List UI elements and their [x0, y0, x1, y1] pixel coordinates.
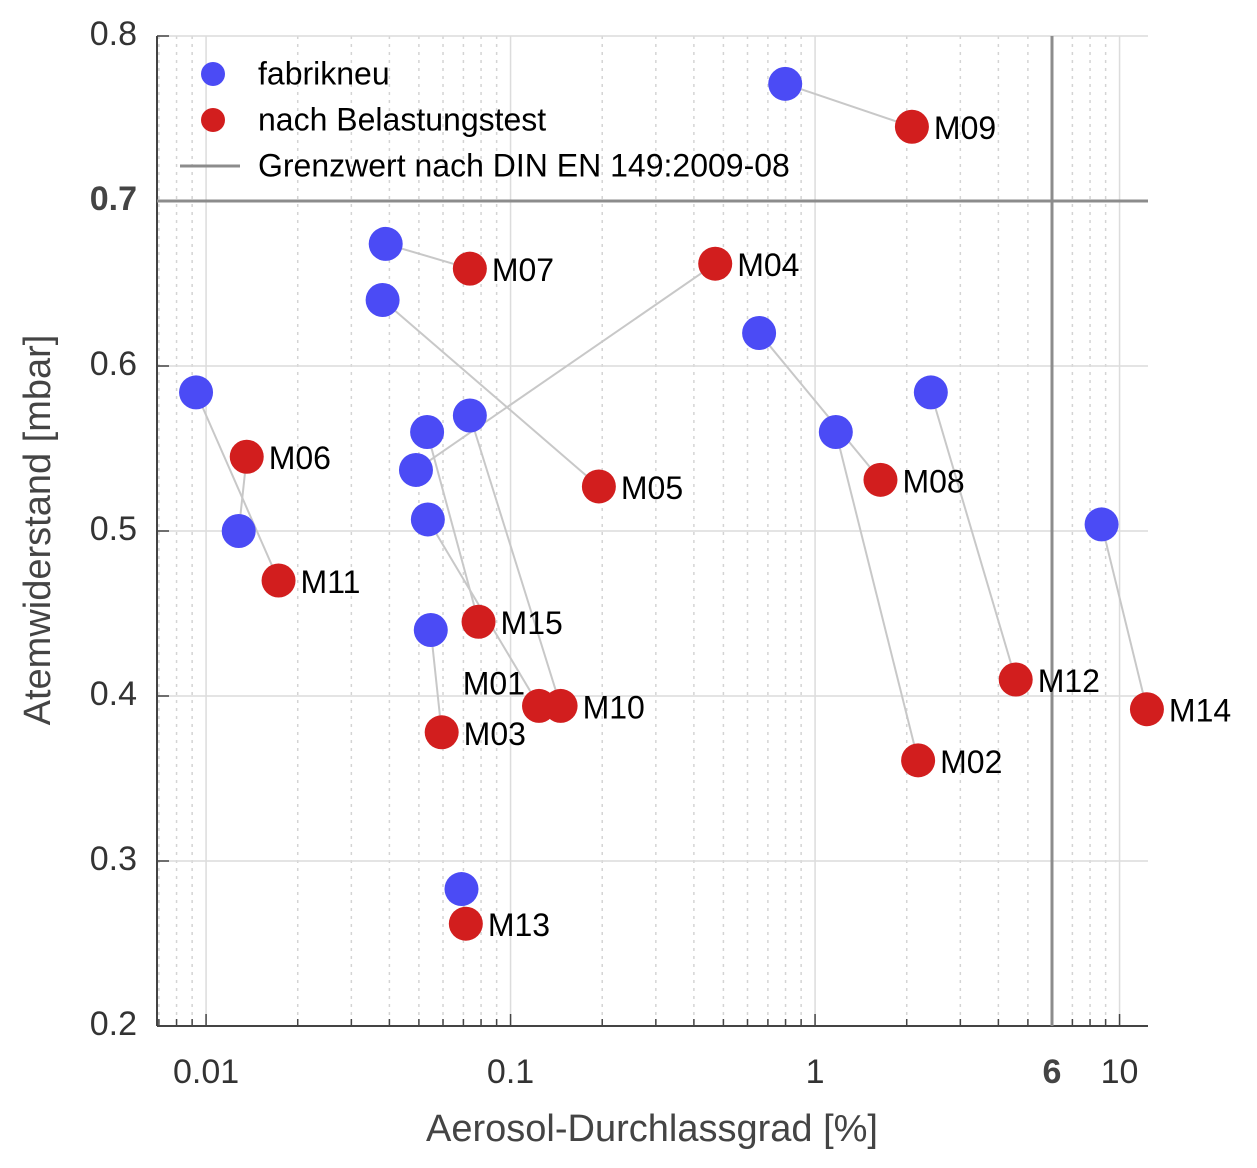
- point: [179, 375, 214, 410]
- point-label: M06: [269, 440, 331, 476]
- point: [742, 316, 777, 350]
- connector: [834, 431, 920, 761]
- connector: [468, 415, 562, 707]
- point: [398, 452, 433, 487]
- point: [901, 743, 936, 778]
- reference-x-label: 6: [1043, 1053, 1062, 1091]
- point-label: M15: [501, 605, 563, 641]
- point-label: M02: [940, 744, 1002, 780]
- point: [229, 439, 264, 474]
- connector: [429, 629, 443, 733]
- point: [998, 662, 1033, 697]
- connector: [415, 262, 716, 471]
- point: [261, 563, 296, 598]
- point: [368, 226, 403, 261]
- point: [818, 415, 853, 449]
- point-label: M03: [464, 716, 526, 752]
- point: [894, 109, 929, 144]
- point: [452, 398, 487, 433]
- point-label: M05: [621, 470, 683, 506]
- point: [913, 375, 948, 410]
- y-tick-label: 0.7: [90, 180, 137, 218]
- point-label: M11: [301, 564, 361, 600]
- connector: [1100, 524, 1148, 710]
- point: [424, 715, 459, 750]
- point-label: M13: [488, 907, 550, 943]
- point-label: M04: [737, 247, 799, 283]
- point-label: M01: [463, 665, 525, 701]
- y-tick-label: 0.6: [90, 345, 137, 383]
- legend-label: nach Belastungstest: [258, 101, 546, 137]
- point: [1129, 692, 1164, 727]
- point: [452, 251, 487, 286]
- connector: [426, 431, 480, 623]
- connector: [784, 82, 913, 128]
- y-tick-label: 0.5: [90, 510, 137, 548]
- connector: [381, 299, 600, 488]
- point: [413, 613, 448, 647]
- point: [1084, 507, 1119, 542]
- point: [698, 246, 733, 281]
- point-label: M10: [583, 689, 645, 725]
- connector: [929, 392, 1017, 680]
- y-tick-label: 0.4: [90, 675, 137, 713]
- y-axis-title: Atemwiderstand [mbar]: [17, 335, 59, 726]
- x-tick-label: 1: [806, 1053, 825, 1091]
- point: [410, 502, 445, 537]
- legend-marker: [201, 108, 225, 132]
- point-label: M08: [902, 463, 964, 499]
- legend-label: Grenzwert nach DIN EN 149:2009-08: [258, 147, 790, 183]
- connector: [758, 332, 882, 481]
- point: [365, 283, 400, 317]
- point-label: M14: [1169, 693, 1231, 729]
- legend-marker: [201, 62, 225, 86]
- x-tick-label: 0.1: [487, 1053, 534, 1091]
- point: [543, 688, 578, 723]
- point: [221, 514, 256, 548]
- x-tick-label: 0.01: [173, 1053, 239, 1091]
- y-tick-label: 0.2: [90, 1005, 137, 1043]
- legend-label: fabrikneu: [258, 55, 390, 91]
- connector: [195, 391, 280, 581]
- point-label: M12: [1038, 663, 1100, 699]
- point: [448, 906, 483, 941]
- y-tick-label: 0.3: [90, 840, 137, 878]
- point: [768, 66, 803, 101]
- point-label: M07: [492, 252, 554, 288]
- point: [581, 469, 616, 504]
- x-tick-label: 10: [1101, 1053, 1139, 1091]
- point: [410, 415, 445, 449]
- point: [444, 872, 479, 907]
- y-tick-label: 0.8: [90, 15, 137, 53]
- point: [863, 462, 898, 497]
- x-axis-title: Aerosol-Durchlassgrad [%]: [426, 1108, 878, 1150]
- point-label: M09: [934, 110, 996, 146]
- point: [461, 604, 496, 639]
